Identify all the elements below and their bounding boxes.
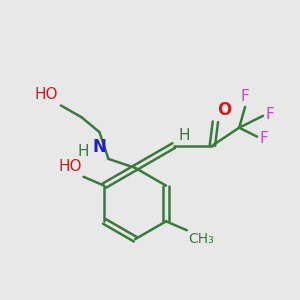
Text: F: F <box>260 130 269 146</box>
Text: CH₃: CH₃ <box>188 232 214 246</box>
Text: H: H <box>78 144 89 159</box>
Text: F: F <box>266 107 275 122</box>
Text: F: F <box>241 89 250 104</box>
Text: HO: HO <box>34 87 58 102</box>
Text: N: N <box>92 138 106 156</box>
Text: O: O <box>217 101 231 119</box>
Text: HO: HO <box>58 159 82 174</box>
Text: H: H <box>178 128 190 142</box>
